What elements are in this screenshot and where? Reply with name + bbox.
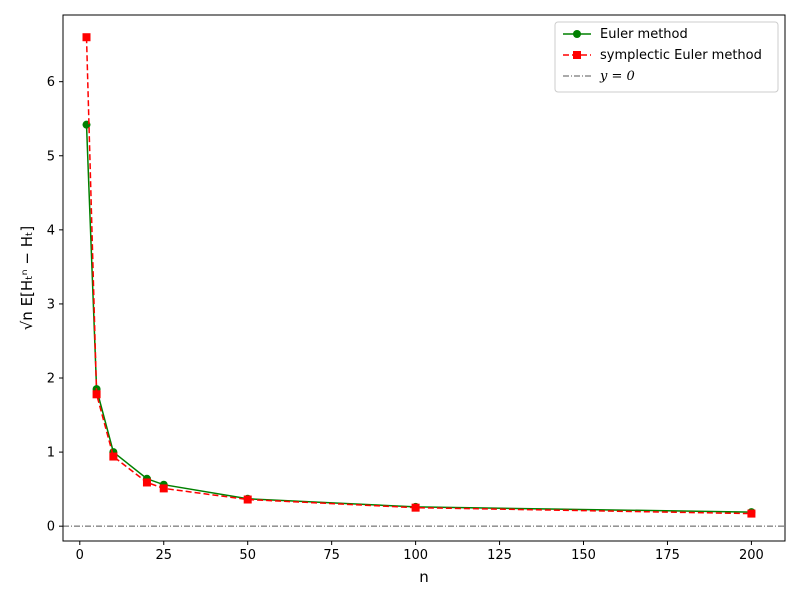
y-tick-label-0: 0 <box>47 520 55 535</box>
series-1-point-0 <box>82 33 91 42</box>
x-tick-label-4: 100 <box>403 548 428 563</box>
x-tick-label-7: 175 <box>655 548 680 563</box>
plot-frame <box>62 14 786 542</box>
y-tick-label-2: 2 <box>47 372 55 387</box>
y-tick-label-1: 1 <box>47 446 55 461</box>
x-tick-label-6: 150 <box>571 548 596 563</box>
x-tick-label-3: 75 <box>323 548 340 563</box>
plot-area <box>63 15 785 541</box>
y-tick-label-5: 5 <box>47 149 55 164</box>
legend-reference-label: y = 0 <box>599 69 635 84</box>
legend-euler-label: Euler method <box>600 27 688 42</box>
series-1-point-3 <box>142 478 151 487</box>
legend-symplectic-marker <box>573 51 581 59</box>
series-1-point-5 <box>243 495 252 504</box>
series-1-line <box>85 37 752 515</box>
y-tick-label-6: 6 <box>47 75 55 90</box>
x-tick-label-5: 125 <box>487 548 512 563</box>
series-1 <box>82 33 756 518</box>
series-1-point-4 <box>159 484 168 493</box>
legend: Euler method symplectic Euler method y =… <box>554 21 779 93</box>
y-tick-label-3: 3 <box>47 297 55 312</box>
series-1-point-2 <box>109 452 118 461</box>
x-tick-label-1: 25 <box>155 548 172 563</box>
x-tick-label-8: 200 <box>739 548 764 563</box>
legend-symplectic-label: symplectic Euler method <box>600 48 762 63</box>
series-1-point-7 <box>747 509 756 518</box>
x-tick-label-2: 50 <box>239 548 256 563</box>
x-axis-label: n <box>419 568 429 586</box>
x-tick-label-0: 0 <box>76 548 84 563</box>
y-axis-label: √n E[Hₜⁿ − Hₜ] <box>18 226 36 331</box>
legend-euler-marker <box>573 30 581 38</box>
series-1-point-6 <box>411 503 420 512</box>
series-1-point-1 <box>92 390 101 399</box>
y-tick-label-4: 4 <box>47 223 55 238</box>
legend-box <box>554 21 779 93</box>
